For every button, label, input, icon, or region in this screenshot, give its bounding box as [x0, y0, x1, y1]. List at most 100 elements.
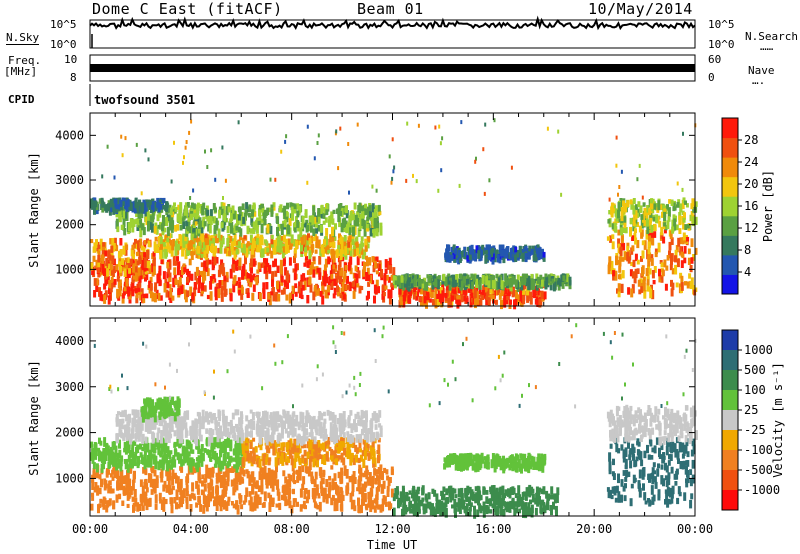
data-cell: [204, 208, 208, 215]
data-cell: [523, 279, 527, 286]
data-cell: [642, 276, 646, 284]
data-cell: [312, 266, 316, 271]
data-cell: [358, 243, 362, 251]
data-cell: [280, 442, 284, 451]
data-cell: [130, 452, 134, 457]
data-cell: [260, 223, 264, 234]
data-cell: [188, 494, 192, 502]
data-cell: [440, 168, 443, 173]
data-cell: [109, 198, 113, 206]
data-cell: [284, 476, 288, 484]
data-cell: [292, 488, 295, 495]
data-cell: [241, 237, 245, 247]
data-cell: [500, 249, 504, 257]
data-cell: [384, 259, 388, 268]
data-cell: [304, 505, 307, 510]
data-cell: [139, 443, 142, 450]
data-cell: [641, 265, 645, 275]
data-cell: [266, 207, 270, 216]
data-cell: [131, 441, 135, 449]
data-cell: [636, 259, 640, 265]
data-cell: [245, 487, 249, 497]
data-cell: [187, 217, 191, 222]
data-cell: [169, 497, 173, 502]
data-cell: [202, 202, 206, 210]
data-cell: [684, 224, 688, 230]
data-cell: [677, 237, 681, 247]
data-cell: [339, 488, 343, 493]
data-cell: [201, 420, 205, 430]
data-cell: [676, 258, 680, 263]
data-cell: [458, 295, 462, 302]
data-cell: [332, 257, 336, 268]
data-cell: [115, 204, 119, 210]
data-cell: [348, 215, 352, 224]
data-cell: [510, 279, 513, 284]
data-cell: [293, 209, 296, 214]
data-cell: [274, 457, 278, 467]
data-cell: [172, 277, 176, 288]
data-cell: [454, 285, 458, 294]
data-cell: [246, 273, 250, 281]
data-cell: [470, 273, 474, 278]
data-cell: [460, 250, 464, 258]
data-cell: [356, 217, 360, 227]
data-cell: [498, 244, 502, 253]
data-cell: [304, 247, 307, 253]
data-cell: [282, 246, 286, 253]
data-cell: [629, 226, 632, 237]
data-cell: [249, 258, 253, 267]
data-cell: [670, 253, 674, 262]
data-cell: [363, 485, 367, 492]
data-cell: [179, 224, 183, 231]
data-cell: [631, 245, 635, 252]
data-cell: [281, 486, 285, 493]
data-cell: [662, 236, 666, 244]
data-cell: [496, 254, 500, 263]
data-cell: [209, 492, 212, 497]
data-cell: [122, 287, 126, 296]
data-cell: [282, 495, 286, 501]
data-cell: [158, 202, 162, 210]
colorbar-tick-label: 16: [744, 199, 758, 213]
data-cell: [249, 450, 253, 461]
data-cell: [657, 242, 661, 253]
data-cell: [659, 260, 663, 264]
data-cell: [252, 273, 256, 281]
data-cell: [244, 495, 248, 503]
data-cell: [220, 494, 224, 503]
data-cell: [97, 272, 101, 278]
data-cell: [479, 291, 483, 297]
data-cell: [113, 279, 117, 285]
data-cell: [91, 480, 95, 490]
data-cell: [509, 299, 512, 305]
data-cell: [118, 428, 122, 437]
data-cell: [682, 232, 686, 241]
data-cell: [202, 505, 206, 514]
data-cell: [375, 493, 379, 501]
data-cell: [371, 440, 375, 448]
data-cell: [275, 213, 279, 219]
data-cell: [147, 498, 151, 507]
data-cell: [274, 270, 278, 277]
data-cell: [93, 290, 97, 298]
colorbar-segment: [722, 235, 738, 256]
data-cell: [143, 258, 147, 268]
data-cell: [650, 199, 653, 208]
data-cell: [156, 442, 160, 450]
data-cell: [680, 282, 684, 291]
freq-left-tick-top: 10: [64, 53, 77, 66]
data-cell: [94, 200, 98, 208]
data-cell: [354, 265, 358, 272]
data-cell: [92, 255, 96, 262]
data-cell: [164, 441, 168, 448]
data-cell: [356, 283, 360, 288]
data-cell: [305, 496, 309, 504]
data-cell: [299, 287, 303, 298]
data-cell: [367, 274, 371, 281]
data-cell: [392, 267, 396, 276]
data-cell: [110, 276, 114, 285]
data-cell: [279, 240, 282, 249]
data-cell: [293, 255, 296, 263]
data-cell: [457, 278, 461, 288]
